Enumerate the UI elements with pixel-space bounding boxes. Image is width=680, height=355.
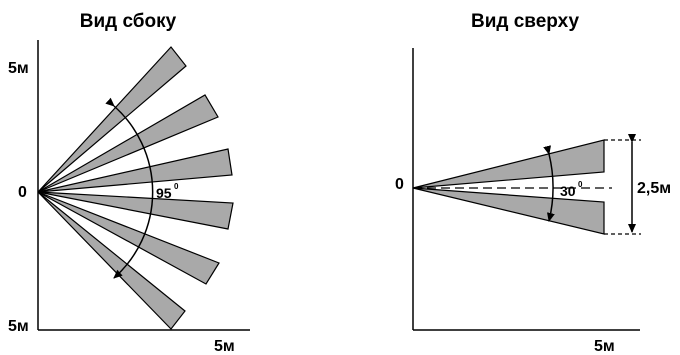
side-view-x-label: 5м [214,338,235,355]
side-view-angle-arc [105,97,154,279]
side-view-y-top-label: 5м [8,60,29,77]
top-beam-lower [412,187,605,235]
side-view-angle-unit: 0 [174,182,179,191]
side-beam-4 [37,191,234,230]
top-view-origin-label: 0 [395,176,404,193]
side-view-angle-value: 95 [156,185,172,201]
top-view-x-label: 5м [594,338,615,355]
side-view-y-bottom-label: 5м [8,318,29,335]
side-view-panel: Вид сбоку 5м 0 5м 5м 95 0 [8,11,250,355]
top-view-height-label: 2,5м [637,180,671,197]
top-view-angle-value: 30 [560,183,576,199]
top-view-angle-arc [543,145,555,222]
top-view-angle-unit: 0 [578,180,583,189]
top-beam-upper [412,139,605,189]
side-view-title: Вид сбоку [80,11,177,32]
top-view-panel: Вид сверху 0 5м 30 0 2,5м [395,11,671,355]
top-view-title: Вид сверху [471,11,579,32]
side-view-origin-label: 0 [18,184,27,201]
side-beam-3 [37,148,233,193]
